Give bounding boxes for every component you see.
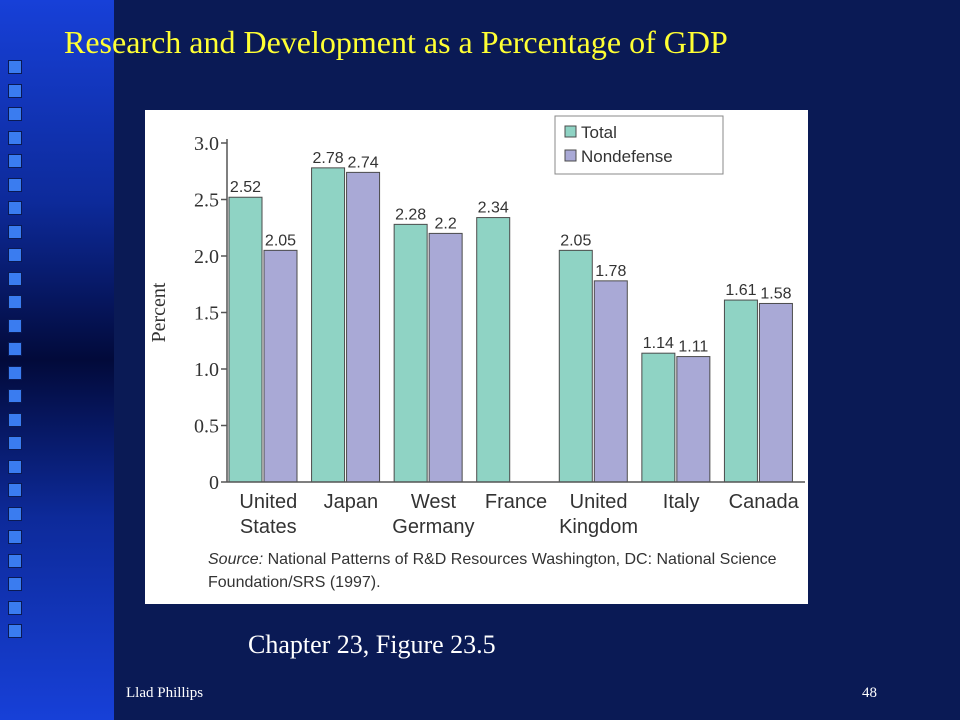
x-tick-label: United States xyxy=(239,491,297,538)
source-note: Source: National Patterns of R&D Resourc… xyxy=(208,548,803,594)
sidebar-square xyxy=(8,271,22,286)
bar-chart: 0 0.5 1.0 1.5 2.0 2.5 3.0 Percent 2.52 2.05 United… xyxy=(148,115,805,538)
x-tick-label: France xyxy=(485,491,547,513)
x-tick-label: United Kingdom xyxy=(559,491,638,538)
sidebar-square xyxy=(8,83,22,98)
bar-total xyxy=(558,249,593,483)
legend-box xyxy=(554,115,724,175)
sidebar-square xyxy=(8,600,22,615)
bar-nondefense xyxy=(593,280,628,483)
x-tick-label: Canada xyxy=(729,491,800,513)
bar-nondefense xyxy=(676,356,711,483)
bar-total xyxy=(311,167,346,483)
sidebar-square xyxy=(8,412,22,427)
bar-total xyxy=(228,196,263,483)
y-tick-label: 1.0 xyxy=(194,359,219,381)
sidebar-square xyxy=(8,154,22,168)
page-number: 48 xyxy=(862,685,877,701)
x-tick-label: Japan xyxy=(324,491,379,513)
source-text: National Patterns of R&D Resources Washi… xyxy=(208,551,777,591)
sidebar-square xyxy=(8,60,22,74)
bar-nondefense xyxy=(758,302,793,483)
sidebar-square xyxy=(8,295,22,309)
sidebar-square xyxy=(8,342,22,356)
sidebar-square-column xyxy=(8,60,22,660)
bar-total xyxy=(476,217,511,483)
sidebar-square xyxy=(8,483,22,497)
y-tick-label: 0.5 xyxy=(194,416,219,438)
sidebar-square xyxy=(8,553,22,568)
data-label: 2.52 xyxy=(230,179,261,196)
slide-title: Research and Development as a Percentage… xyxy=(64,24,728,60)
sidebar-square xyxy=(8,177,22,192)
bar-total xyxy=(641,352,676,483)
y-tick-label: 0 xyxy=(209,472,219,494)
sidebar-square xyxy=(8,506,22,521)
data-label: 2.34 xyxy=(478,200,509,217)
sidebar-square xyxy=(8,224,22,239)
legend-swatch-total xyxy=(564,125,577,138)
author-name: Llad Phillips xyxy=(126,685,204,701)
sidebar-square xyxy=(8,624,22,638)
sidebar-square xyxy=(8,107,22,121)
bar-nondefense xyxy=(263,249,298,483)
legend-label-nondefense: Nondefense xyxy=(581,147,673,166)
data-label: 2.05 xyxy=(265,232,296,249)
data-label: 2.74 xyxy=(348,154,379,171)
y-tick-label: 1.5 xyxy=(194,303,219,325)
sidebar-square xyxy=(8,130,22,145)
data-label: 1.11 xyxy=(678,339,708,356)
figure-caption: Chapter 23, Figure 23.5 xyxy=(248,630,496,659)
sidebar-square xyxy=(8,318,22,333)
sidebar-square xyxy=(8,577,22,591)
y-axis-label: Percent xyxy=(148,282,170,342)
source-prefix: Source: xyxy=(208,551,264,568)
data-label: 2.78 xyxy=(313,150,344,167)
sidebar-square xyxy=(8,389,22,403)
x-tick-label: West Germany xyxy=(392,491,474,538)
legend-label-total: Total xyxy=(581,123,617,142)
legend-swatch-nondefense xyxy=(564,149,577,162)
y-tick-label: 2.0 xyxy=(194,246,219,268)
bar-nondefense xyxy=(428,232,463,483)
chart-figure: 0 0.5 1.0 1.5 2.0 2.5 3.0 Percent 2.52 2.05 United… xyxy=(145,110,808,604)
data-label: 1.78 xyxy=(595,263,626,280)
x-tick-label: Italy xyxy=(663,491,700,513)
data-label: 1.58 xyxy=(760,285,791,302)
data-label: 1.14 xyxy=(643,335,674,352)
sidebar-square xyxy=(8,459,22,474)
sidebar-square xyxy=(8,530,22,544)
sidebar-square xyxy=(8,248,22,262)
sidebar-square xyxy=(8,365,22,380)
data-label: 1.61 xyxy=(725,282,756,299)
sidebar-square xyxy=(8,201,22,215)
y-tick-label: 3.0 xyxy=(194,133,219,155)
bar-nondefense xyxy=(346,171,381,483)
sidebar-square xyxy=(8,436,22,450)
data-label: 2.2 xyxy=(435,215,457,232)
sidebar-decoration xyxy=(0,0,114,720)
bar-total xyxy=(723,299,758,483)
data-label: 2.28 xyxy=(395,206,426,223)
data-label: 2.05 xyxy=(560,232,591,249)
bar-total xyxy=(393,223,428,483)
y-tick-label: 2.5 xyxy=(194,190,219,212)
